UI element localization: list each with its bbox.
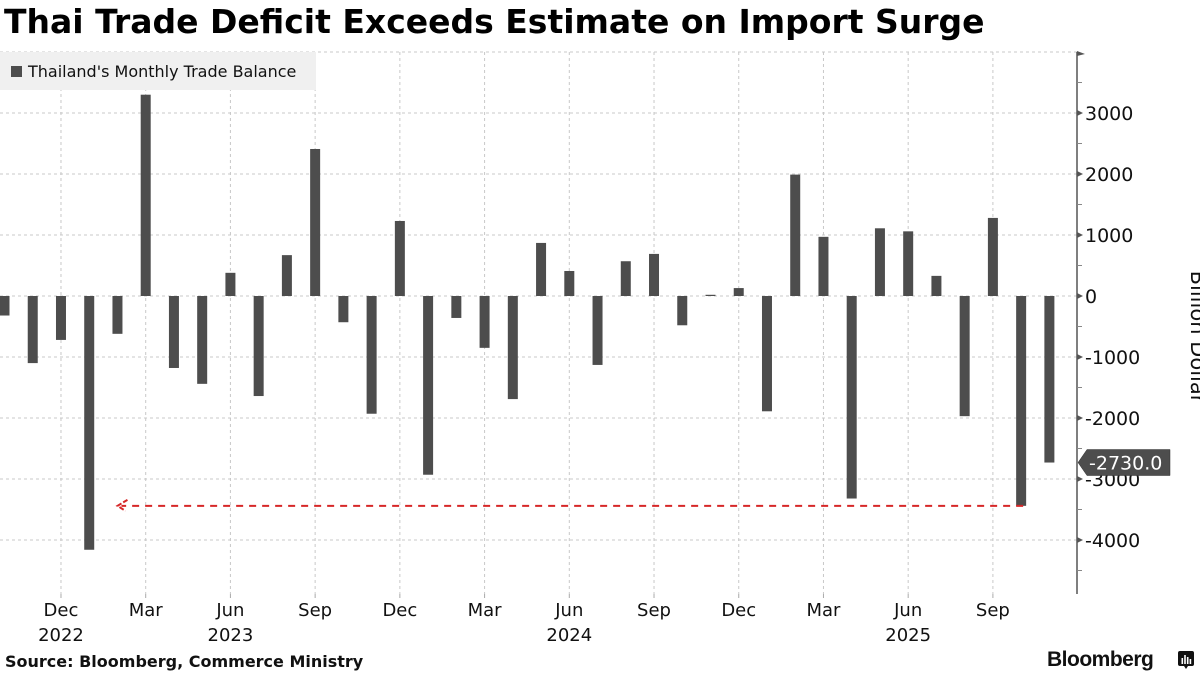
y-tick-label: 0: [1085, 286, 1097, 308]
y-tick-label: 1000: [1085, 225, 1133, 247]
x-tick-label: Jun: [554, 600, 583, 621]
x-tick-label: Dec: [382, 600, 417, 621]
x-tick-label: Mar: [806, 600, 841, 621]
bar-2023-10: [338, 296, 349, 323]
bar-2023-03: [140, 94, 151, 296]
x-tick-label: Mar: [129, 600, 164, 621]
y-major-tick: [1077, 415, 1083, 421]
bloomberg-terminal-icon: [1178, 651, 1194, 669]
bar-2023-09: [310, 148, 321, 296]
bar-2022-12: [55, 296, 66, 340]
bar-2025-08: [959, 296, 970, 417]
x-tick-label: Sep: [637, 600, 671, 621]
bar-2024-05: [536, 242, 547, 296]
arrowhead-icon: [115, 498, 128, 512]
y-axis-title: Billion Dollar: [1186, 270, 1200, 404]
bar-2025-03: [818, 236, 829, 296]
legend-swatch: [11, 65, 22, 77]
bar-2025-09: [987, 217, 998, 296]
bar-2023-08: [281, 255, 292, 296]
chart-title: Thai Trade Deficit Exceeds Estimate on I…: [4, 2, 985, 41]
bar-2025-04: [846, 296, 857, 499]
x-tick-label: Jun: [215, 600, 244, 621]
last-value-badge: [1077, 449, 1171, 476]
last-value-label: -2730.0: [1089, 453, 1162, 475]
bar-2024-07: [592, 296, 603, 365]
bar-2023-07: [253, 296, 264, 397]
y-axis-top-marker: [1077, 51, 1085, 56]
y-tick-label: 3000: [1085, 103, 1133, 125]
x-tick-label: Mar: [468, 600, 503, 621]
bar-2024-11: [705, 294, 716, 296]
x-year-label: 2024: [546, 625, 592, 646]
x-tick-label: Sep: [976, 600, 1010, 621]
bar-2025-02: [790, 174, 801, 296]
x-tick-label: Dec: [721, 600, 756, 621]
bar-2024-12: [733, 288, 744, 296]
x-tick-label: Jun: [893, 600, 922, 621]
y-tick-label: -1000: [1085, 347, 1140, 369]
bar-2024-09: [649, 253, 660, 296]
bar-2024-01: [423, 296, 434, 475]
y-major-tick: [1077, 110, 1083, 116]
x-year-label: 2023: [208, 625, 254, 646]
bar-2025-10: [1016, 296, 1027, 506]
source-note: Source: Bloomberg, Commerce Ministry: [5, 652, 364, 671]
bar-2024-04: [507, 296, 518, 400]
bar-2023-04: [168, 296, 179, 368]
x-year-label: 2025: [885, 625, 931, 646]
legend-label: Thailand's Monthly Trade Balance: [28, 61, 297, 81]
bar-2023-11: [366, 296, 377, 414]
y-major-tick: [1077, 293, 1083, 299]
bar-2025-11: [1044, 296, 1055, 463]
bar-2024-08: [620, 261, 631, 296]
brand-logo: Bloomberg: [1047, 648, 1154, 671]
bar-2025-06: [903, 231, 914, 296]
legend: Thailand's Monthly Trade Balance: [0, 52, 316, 90]
y-major-tick: [1077, 354, 1083, 360]
y-tick-label: -4000: [1085, 530, 1140, 552]
bar-2025-05: [874, 228, 885, 296]
y-major-tick: [1077, 171, 1083, 177]
bar-2024-03: [479, 296, 490, 348]
bar-2023-12: [394, 220, 405, 296]
y-major-tick: [1077, 476, 1083, 482]
bar-2022-11: [27, 296, 38, 364]
y-tick-label: -2000: [1085, 408, 1140, 430]
x-tick-label: Sep: [298, 600, 332, 621]
bar-2024-10: [677, 296, 688, 326]
x-year-label: 2022: [38, 625, 84, 646]
bar-2022-10: [0, 296, 10, 316]
bar-2025-07: [931, 275, 942, 296]
bar-2023-05: [197, 296, 208, 384]
bar-2023-06: [225, 272, 236, 296]
bar-2025-01: [761, 296, 772, 412]
y-tick-label: 2000: [1085, 164, 1133, 186]
bar-2023-02: [112, 296, 123, 334]
x-tick-label: Dec: [44, 600, 79, 621]
bar-2024-06: [564, 270, 575, 296]
y-major-tick: [1077, 537, 1083, 543]
y-major-tick: [1077, 232, 1083, 238]
bar-2023-01: [84, 296, 95, 550]
bar-2024-02: [451, 296, 462, 318]
